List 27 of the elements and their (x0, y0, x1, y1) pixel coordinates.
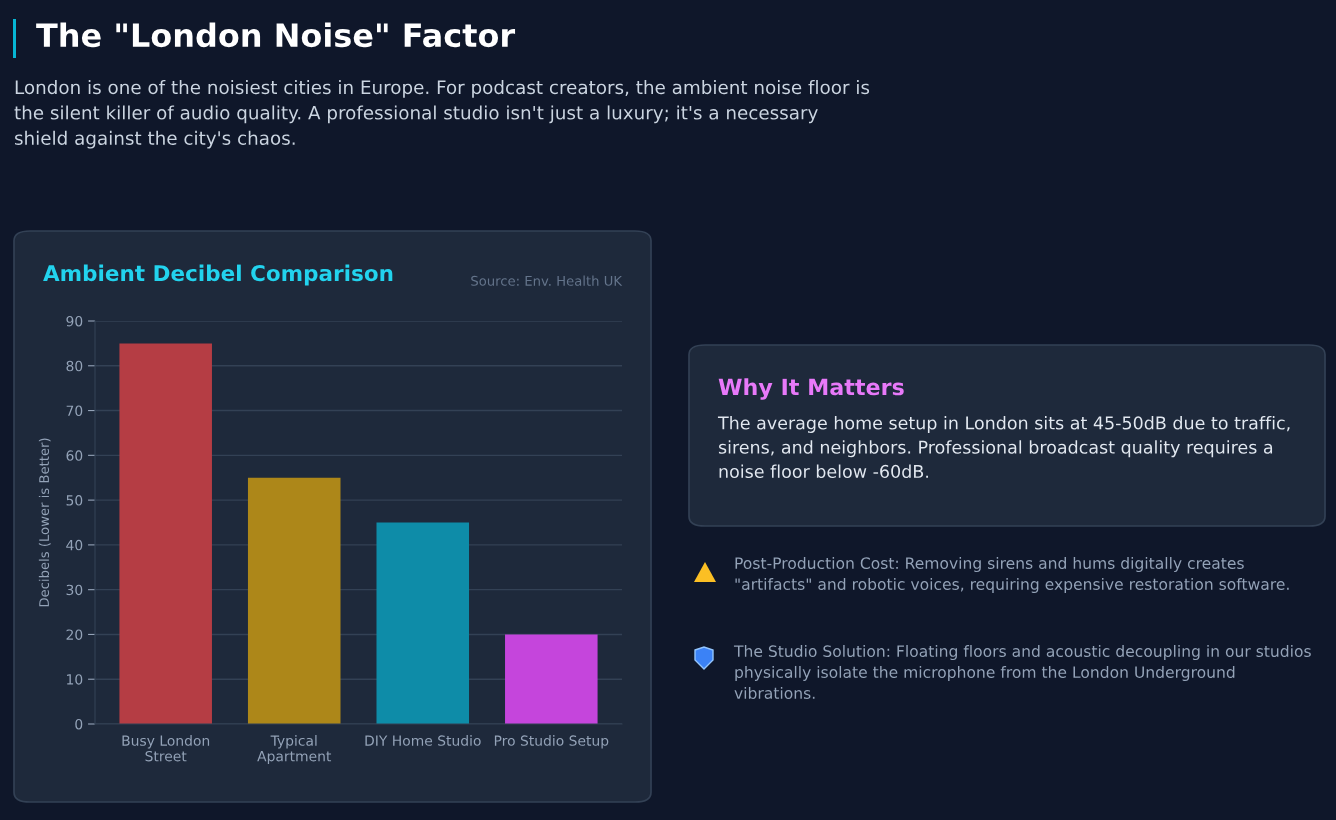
y-tick-label: 30 (66, 584, 83, 596)
y-tick-label: 40 (66, 539, 83, 551)
x-tick-label: Pro Studio Setup (494, 735, 609, 749)
y-tick-label: 60 (66, 450, 83, 461)
bar (119, 343, 212, 724)
x-tick-label: Busy London Street (122, 735, 210, 762)
y-tick-label: 90 (66, 315, 83, 327)
bar (247, 477, 341, 724)
text: Post-Production Cost: Removing sirens and hums digitally creates "artifacts" and robotic voices, requiring expensive restoration software. (735, 557, 1289, 594)
source-note: Source: Env. Health UK (471, 275, 623, 286)
y-tick-label: 80 (66, 360, 83, 372)
y-tick-label: 70 (66, 405, 83, 417)
y-tick-label: 50 (66, 495, 83, 506)
text: The Studio Solution: Floating floors and acoustic decoupling in our studios physically isolate the microphone from the London Underground vibrations. (733, 645, 1311, 699)
x-tick-label: DIY Home Studio (365, 735, 481, 746)
text: Why It Matters (718, 378, 904, 400)
y-tick-label: 20 (66, 629, 83, 640)
bar (376, 522, 470, 724)
text: The average home setup in London sits at 45-50dB due to traffic, sirens, and neighbors. Professional broadcast quality requires a noise floor below -60dB. (717, 416, 1290, 479)
x-tick-label: Typical Apartment (257, 735, 332, 765)
y-tick-label: 10 (67, 674, 83, 685)
text: London is one of the noisiest cities in Europe. For podcast creators, the ambient noise floor is the silent killer of audio quality. A professional studio isn't just a luxury; it's a necessary shield against the city's chaos. (14, 80, 870, 149)
chart-title: Ambient Decibel Comparison (43, 264, 393, 286)
bar (505, 634, 598, 724)
text: The "London Noise" Factor (36, 22, 516, 48)
y-axis-title: Decibels (Lower is Better) (38, 438, 51, 607)
y-tick-label: 0 (75, 718, 83, 730)
